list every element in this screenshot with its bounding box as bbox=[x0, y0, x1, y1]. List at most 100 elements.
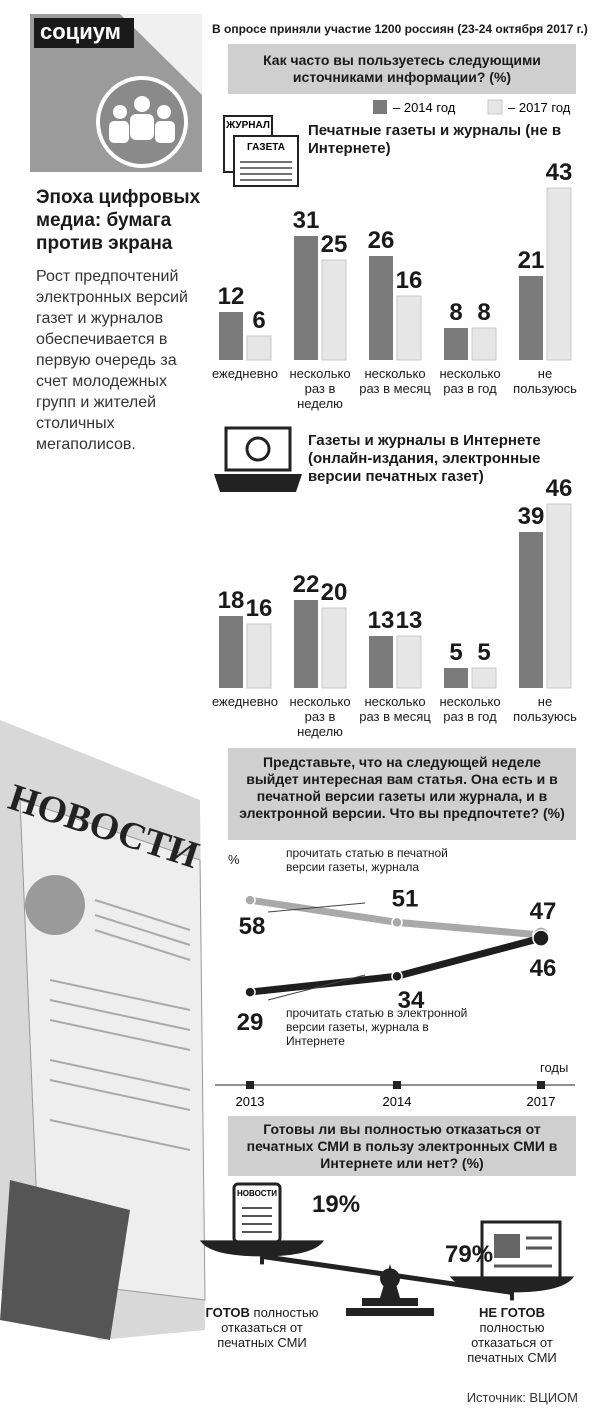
value-label: 25 bbox=[321, 231, 348, 258]
value-label: 16 bbox=[246, 595, 273, 622]
laptop-icon bbox=[214, 426, 302, 492]
balance-stand bbox=[362, 1298, 418, 1306]
bar bbox=[519, 532, 543, 688]
bar bbox=[246, 335, 272, 361]
pointer bbox=[267, 974, 366, 1001]
balance-pivot bbox=[380, 1268, 400, 1289]
question-box bbox=[228, 748, 576, 840]
value-label: 34 bbox=[398, 987, 425, 1014]
value-label: 47 bbox=[530, 898, 557, 925]
bar bbox=[546, 503, 572, 689]
subtitle: Печатные газеты и журналы (не в Интернет… bbox=[308, 122, 562, 157]
x-tick-label: несколько раз в месяц bbox=[359, 694, 431, 724]
x-tick-label: несколько раз в неделю bbox=[289, 694, 351, 739]
value-label: 12 bbox=[218, 283, 245, 310]
print-icon bbox=[223, 115, 299, 187]
x-tick-label: несколько раз в неделю bbox=[289, 366, 351, 411]
bar bbox=[294, 600, 318, 688]
value-label: 51 bbox=[392, 885, 419, 912]
bar bbox=[321, 259, 347, 361]
icon-label: НОВОСТИ bbox=[237, 1189, 277, 1198]
survey-note: В опросе приняли участие 1200 россиян (2… bbox=[212, 22, 588, 36]
point bbox=[244, 986, 256, 998]
x-tick-label: не пользуюсь bbox=[513, 366, 577, 396]
value-label: 5 bbox=[449, 639, 462, 666]
value-label: 43 bbox=[546, 159, 573, 186]
value-label: 21 bbox=[518, 247, 545, 274]
x-tick-label: 2013 bbox=[236, 1094, 265, 1109]
headline: Эпоха цифровых медиа: бумага против экра… bbox=[36, 187, 201, 254]
bar bbox=[444, 668, 468, 688]
bar bbox=[219, 616, 243, 688]
series-label: прочитать статью в печатной версии газет… bbox=[286, 846, 448, 874]
x-tick-label: 2017 bbox=[527, 1094, 556, 1109]
value-label: 20 bbox=[321, 579, 348, 606]
question: Представьте, что на следующей неделе вый… bbox=[239, 754, 565, 821]
bar bbox=[444, 328, 468, 360]
bar bbox=[246, 623, 272, 689]
bar bbox=[396, 295, 422, 361]
category-note: полностью отказаться от печатных СМИ bbox=[467, 1320, 557, 1365]
legend-swatch bbox=[373, 100, 387, 114]
x-tick-label: несколько раз в месяц bbox=[359, 366, 431, 396]
subtitle: Газеты и журналы в Интернете (онлайн-изд… bbox=[308, 432, 541, 485]
people-figures bbox=[109, 96, 175, 143]
point bbox=[391, 916, 403, 929]
question: Готовы ли вы полностью отказаться от печ… bbox=[246, 1121, 558, 1171]
source: Источник: ВЦИОМ bbox=[466, 1390, 578, 1405]
value-label: 16 bbox=[396, 267, 423, 294]
x-tick bbox=[246, 1081, 254, 1089]
category-strong: ГОТОВ bbox=[205, 1305, 250, 1320]
rubric-box bbox=[34, 18, 134, 48]
category-label: ГОТОВ полностью отказаться от печатных С… bbox=[204, 1305, 320, 1350]
x-tick-label: не пользуюсь bbox=[513, 694, 577, 724]
y-axis-label: % bbox=[228, 852, 240, 867]
header-corner bbox=[120, 14, 202, 95]
lead: Рост предпочтений электронных версий газ… bbox=[36, 268, 188, 453]
category-strong: НЕ ГОТОВ bbox=[478, 1305, 546, 1320]
x-tick-label: несколько раз в год bbox=[439, 366, 501, 396]
bar bbox=[369, 636, 393, 688]
value-label: 79% bbox=[445, 1241, 493, 1268]
value-label: 5 bbox=[477, 639, 490, 666]
point bbox=[244, 894, 256, 906]
balance-pan bbox=[200, 1240, 324, 1257]
legend-swatch bbox=[487, 99, 503, 115]
x-tick-label: 2014 bbox=[383, 1094, 412, 1109]
value-label: 19% bbox=[312, 1191, 360, 1218]
value-label: 13 bbox=[368, 607, 395, 634]
value-label: 58 bbox=[239, 913, 266, 940]
value-label: 6 bbox=[252, 307, 265, 334]
bar bbox=[369, 256, 393, 360]
bar bbox=[519, 276, 543, 360]
pointer bbox=[267, 902, 366, 913]
value-label: 22 bbox=[293, 571, 320, 598]
point bbox=[391, 970, 403, 982]
category-note: полностью отказаться от печатных СМИ bbox=[217, 1305, 319, 1350]
value-label: 39 bbox=[518, 503, 545, 530]
bar bbox=[321, 607, 347, 689]
value-label: 13 bbox=[396, 607, 423, 634]
icon-label: ЖУРНАЛ bbox=[225, 120, 270, 131]
value-label: 46 bbox=[530, 955, 557, 982]
x-tick-label: ежедневно bbox=[211, 694, 279, 709]
x-tick-label: несколько раз в год bbox=[439, 694, 501, 724]
x-tick-label: ежедневно bbox=[211, 366, 279, 381]
x-axis-label: годы bbox=[540, 1060, 569, 1075]
icon-label: ГАЗЕТА bbox=[247, 142, 285, 153]
question-box bbox=[228, 44, 576, 94]
question: Как часто вы пользуетесь следующими исто… bbox=[263, 52, 541, 85]
category-label: НЕ ГОТОВ полностью отказаться от печатны… bbox=[454, 1305, 570, 1365]
bar bbox=[294, 236, 318, 360]
line bbox=[249, 934, 542, 996]
value-label: 26 bbox=[368, 227, 395, 254]
point bbox=[532, 929, 550, 947]
bar bbox=[471, 327, 497, 361]
balance-stand bbox=[346, 1308, 434, 1316]
bar bbox=[471, 667, 497, 689]
bar bbox=[219, 312, 243, 360]
series-label: прочитать статью в электронной версии га… bbox=[286, 1006, 468, 1048]
